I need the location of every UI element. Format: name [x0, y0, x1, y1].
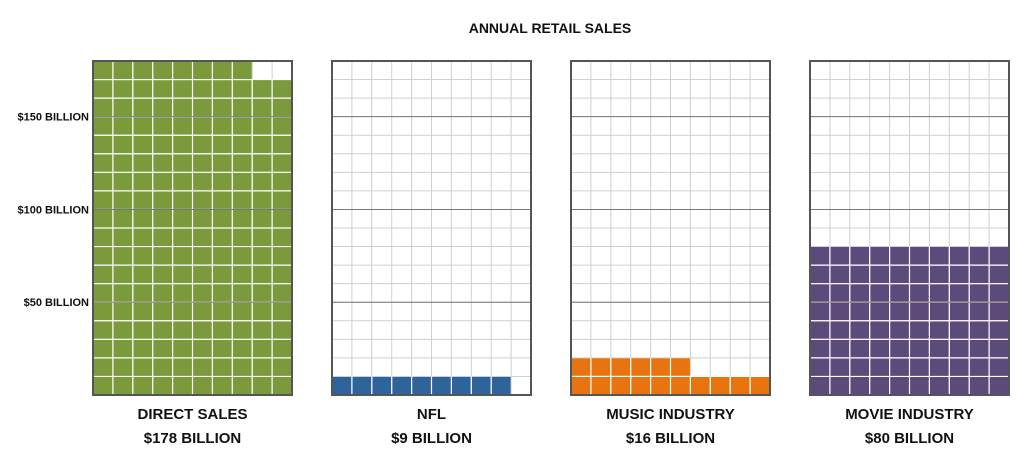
category-label: DIRECT SALES [137, 406, 248, 423]
category-label: NFL [416, 406, 447, 423]
panel-label: NFL $9 BILLION [332, 403, 532, 451]
panel-movie-industry [809, 60, 1010, 396]
panel-label: DIRECT SALES $178 BILLION [93, 403, 293, 451]
value-label: $178 BILLION [143, 430, 242, 447]
category-label: MOVIE INDUSTRY [845, 406, 974, 423]
panel-direct-sales [92, 60, 293, 396]
value-label: $80 BILLION [864, 430, 955, 447]
y-tick-label: $150 BILLION [17, 112, 89, 124]
panel-nfl [331, 60, 532, 396]
panel-music-industry [570, 60, 771, 396]
panel-label: MOVIE INDUSTRY $80 BILLION [810, 403, 1010, 451]
panel-label: MUSIC INDUSTRY $16 BILLION [571, 403, 771, 451]
category-label: MUSIC INDUSTRY [606, 406, 735, 423]
y-tick-label: $100 BILLION [17, 204, 89, 216]
value-label: $9 BILLION [391, 430, 472, 447]
bar-fill-partial [332, 376, 512, 395]
y-tick-label: $50 BILLION [24, 297, 89, 309]
chart-title: ANNUAL RETAIL SALES [468, 20, 632, 36]
value-label: $16 BILLION [625, 430, 716, 447]
